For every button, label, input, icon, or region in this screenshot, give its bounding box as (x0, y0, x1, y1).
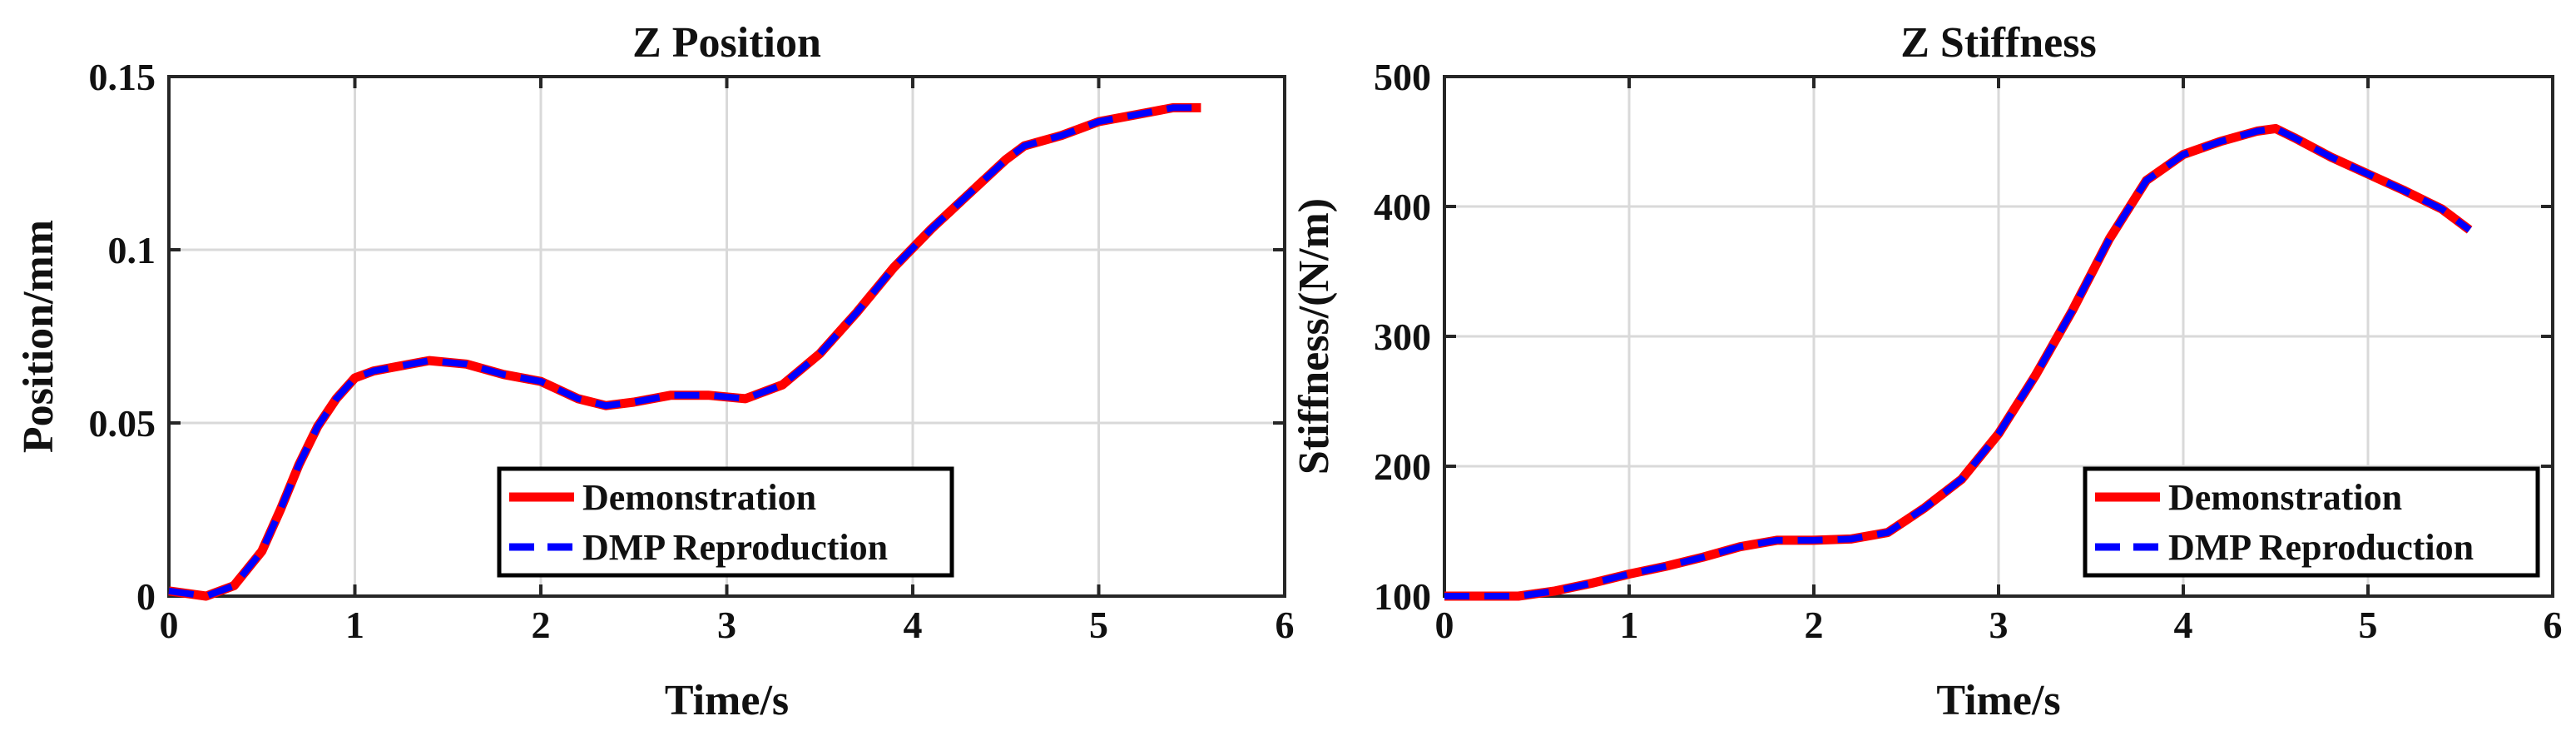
x-tick-label: 3 (1989, 604, 2009, 646)
x-tick-label: 5 (2359, 604, 2378, 646)
legend-label: DMP Reproduction (2168, 527, 2474, 568)
y-tick-label: 100 (1374, 575, 1431, 618)
y-tick-label: 0 (136, 575, 156, 618)
legend: Demonstration DMP Reproduction (497, 466, 954, 578)
x-tick-label: 3 (717, 604, 736, 646)
dmp-reproduction-line (168, 104, 1201, 599)
y-tick-label: 400 (1374, 186, 1431, 228)
y-tick-label: 300 (1374, 316, 1431, 358)
x-axis-label: Time/s (1936, 677, 2060, 724)
x-tick-label: 1 (345, 604, 364, 646)
x-tick-label: 4 (904, 604, 923, 646)
legend-box (497, 466, 954, 578)
y-tick-label: 0.05 (89, 402, 156, 445)
y-tick-label: 200 (1374, 445, 1431, 488)
x-tick-label: 1 (1620, 604, 1639, 646)
chart-title: Z Stiffness (1900, 19, 2096, 67)
y-axis-label: Stiffness/(N/m) (1290, 198, 1338, 475)
legend: Demonstration DMP Reproduction (2083, 466, 2540, 578)
x-tick-label: 0 (1435, 604, 1454, 646)
legend-label: Demonstration (582, 477, 816, 518)
z-stiffness-chart: 0 1 2 3 4 5 6 100 200 300 400 500 Z Stiffness Time/s S… (1290, 19, 2563, 724)
x-tick-label: 5 (1089, 604, 1108, 646)
y-tick-label: 500 (1374, 56, 1431, 98)
z-position-chart: 0 1 2 3 4 5 6 0 0.05 0.1 0.15 Z Position Time/s Posit… (15, 19, 1295, 724)
x-tick-label: 4 (2174, 604, 2193, 646)
x-tick-label: 6 (2544, 604, 2563, 646)
legend-label: DMP Reproduction (582, 527, 888, 568)
x-tick-label: 6 (1276, 604, 1295, 646)
x-tick-label: 0 (160, 604, 179, 646)
legend-box (2083, 466, 2540, 578)
y-axis-label: Position/mm (15, 220, 62, 453)
dmp-reproduction-line (1444, 125, 2472, 599)
x-tick-label: 2 (532, 604, 551, 646)
y-tick-label: 0.15 (89, 56, 156, 98)
x-tick-label: 2 (1805, 604, 1824, 646)
x-axis-label: Time/s (665, 677, 789, 724)
legend-label: Demonstration (2168, 477, 2402, 518)
y-tick-label: 0.1 (108, 229, 156, 271)
chart-title: Z Position (632, 19, 821, 67)
